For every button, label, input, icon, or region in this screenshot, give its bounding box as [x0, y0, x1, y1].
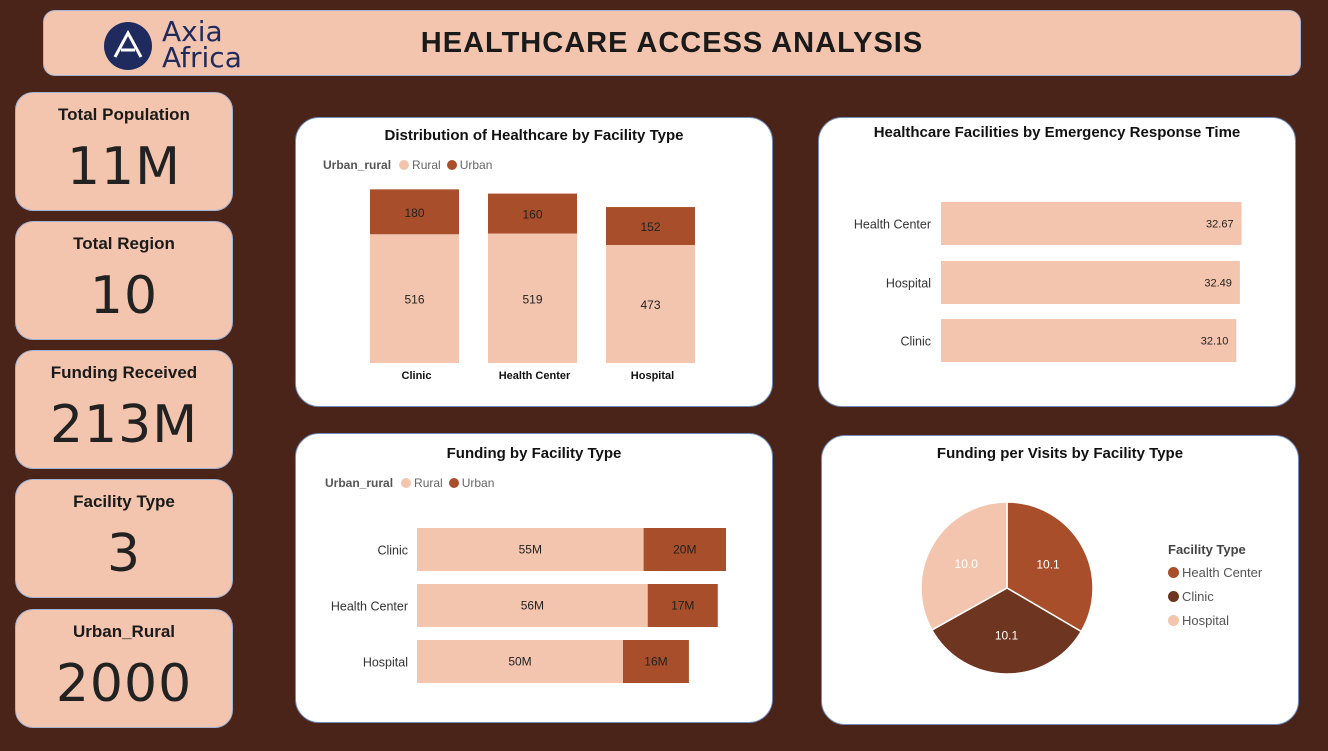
data-label: 56M	[521, 599, 544, 613]
bar-rural	[417, 640, 623, 683]
kpi-card-facility-type: Facility Type 3	[15, 479, 233, 598]
bar	[941, 261, 1240, 304]
data-label: 17M	[671, 599, 694, 613]
horizontal-bar-chart: 32.67 Health Center 32.49 Hospital 32.10 Clin…	[854, 202, 1242, 362]
pie-slice	[1006, 501, 1094, 633]
data-label: 10.0	[955, 557, 979, 571]
chart-legend: Urban_rural Rural Urban	[323, 158, 498, 172]
chart-panel-emergency-response: Healthcare Facilities by Emergency Respo…	[818, 117, 1296, 407]
bar-rural	[417, 528, 644, 571]
hospital-swatch-icon	[1168, 615, 1179, 626]
kpi-label: Total Population	[58, 105, 190, 124]
bar-rural	[488, 233, 577, 363]
rural-swatch-icon	[399, 160, 410, 170]
data-label: 10.1	[995, 628, 1019, 642]
logo-text: Axia Africa	[162, 15, 242, 74]
pie-legend: Facility Type Health Center Clinic Hospi…	[1168, 542, 1262, 637]
bar-urban	[643, 528, 726, 571]
data-label: 519	[522, 292, 542, 306]
legend-title: Facility Type	[1168, 542, 1246, 557]
chart-title: Healthcare Facilities by Emergency Respo…	[873, 124, 1241, 141]
kpi-value: 11M	[66, 137, 182, 197]
data-label: 50M	[508, 655, 531, 669]
data-label: 55M	[519, 543, 542, 557]
kpi-label: Total Region	[73, 234, 175, 253]
data-label: 16M	[644, 655, 667, 669]
kpi-label: Funding Received	[50, 363, 198, 382]
data-label: 32.67	[1206, 219, 1234, 231]
axis-tick-label: Clinic	[402, 370, 432, 382]
clinic-swatch-icon	[1168, 591, 1179, 602]
pie-chart: 10.1 10.1 10.0	[920, 501, 1094, 675]
data-label: 473	[640, 298, 660, 312]
kpi-label: Urban_Rural	[72, 622, 176, 641]
bar-urban	[623, 640, 689, 683]
health-center-swatch-icon	[1168, 567, 1179, 578]
kpi-value: 213M	[49, 395, 199, 455]
data-label: 152	[640, 220, 660, 234]
bar-urban	[647, 584, 718, 627]
stacked-bar-chart: 55M 20M Clinic 56M 17M Health Center 50M 16M Hos…	[331, 528, 726, 683]
data-label: 20M	[673, 543, 696, 557]
legend-item-rural[interactable]: Rural	[399, 158, 441, 172]
bar-urban	[370, 189, 459, 235]
chart-panel-funding: Funding by Facility Type Urban_rural Rur…	[295, 433, 773, 723]
data-label: 180	[404, 206, 424, 220]
data-label: 32.10	[1201, 336, 1229, 348]
bar	[941, 319, 1237, 362]
kpi-card-urban-rural: Urban_Rural 2000	[15, 609, 233, 728]
bar	[941, 202, 1242, 245]
kpi-card-total-population: Total Population 11M	[15, 92, 233, 211]
axis-tick-label: Health Center	[499, 370, 571, 382]
stacked-column-chart: 516 180 Clinic 519 160 Health Center 473 152 Hos…	[370, 189, 695, 382]
urban-swatch-icon	[448, 478, 459, 488]
chart-legend: Urban_rural Rural Urban	[325, 476, 500, 490]
axis-tick-label: Hospital	[886, 277, 931, 291]
page-title: HEALTHCARE ACCESS ANALYSIS	[420, 27, 924, 59]
axis-tick-label: Clinic	[900, 335, 931, 349]
axis-tick-label: Clinic	[377, 544, 408, 558]
axia-africa-logo	[104, 22, 152, 70]
kpi-card-total-region: Total Region 10	[15, 221, 233, 340]
kpi-label: Facility Type	[73, 492, 175, 511]
bar-urban	[488, 193, 577, 234]
chart-title: Funding per Visits by Facility Type	[936, 445, 1184, 462]
axis-tick-label: Health Center	[854, 218, 931, 232]
kpi-value: 2000	[55, 654, 193, 714]
legend-item-health-center[interactable]: Health Center	[1168, 565, 1262, 580]
axis-tick-label: Hospital	[363, 656, 408, 670]
kpi-value: 3	[106, 524, 142, 584]
axis-tick-label: Health Center	[331, 600, 408, 614]
kpi-card-funding-received: Funding Received 213M	[15, 350, 233, 469]
bar-urban	[606, 207, 695, 245]
chart-panel-distribution: Distribution of Healthcare by Facility T…	[295, 117, 773, 407]
legend-item-clinic[interactable]: Clinic	[1168, 589, 1262, 604]
axis-tick-label: Hospital	[631, 370, 674, 382]
urban-swatch-icon	[446, 160, 457, 170]
bar-rural	[417, 584, 648, 627]
chart-title: Distribution of Healthcare by Facility T…	[384, 127, 684, 144]
legend-title: Urban_rural	[325, 476, 394, 490]
bar-rural	[370, 234, 459, 363]
legend-title: Urban_rural	[323, 158, 392, 172]
data-label: 160	[522, 208, 542, 222]
kpi-value: 10	[89, 266, 159, 326]
chart-title: Funding by Facility Type	[446, 445, 622, 462]
legend-item-rural[interactable]: Rural	[401, 476, 443, 490]
data-label: 10.1	[1036, 557, 1060, 571]
rural-swatch-icon	[401, 478, 412, 488]
data-label: 32.49	[1204, 278, 1232, 290]
bar-rural	[606, 244, 695, 363]
header-banner: Axia Africa HEALTHCARE ACCESS ANALYSIS	[43, 10, 1301, 76]
legend-item-urban[interactable]: Urban	[446, 158, 492, 172]
chart-panel-funding-per-visits: Funding per Visits by Facility Type 10.1…	[821, 435, 1299, 725]
legend-item-urban[interactable]: Urban	[448, 476, 494, 490]
data-label: 516	[404, 293, 424, 307]
pie-slice	[920, 501, 1008, 631]
legend-item-hospital[interactable]: Hospital	[1168, 613, 1262, 628]
